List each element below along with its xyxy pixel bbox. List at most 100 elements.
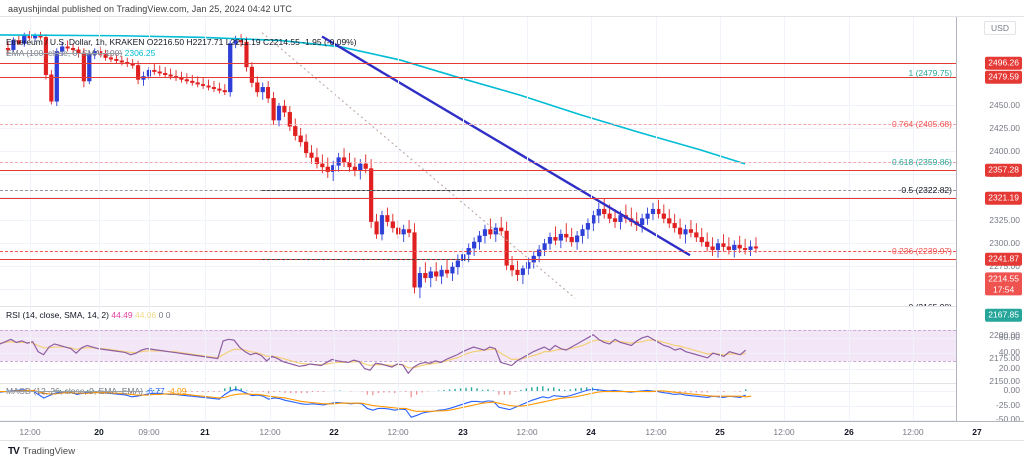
candle-body xyxy=(434,271,439,277)
candle-body xyxy=(515,269,520,275)
candle-body xyxy=(114,58,119,61)
candle-body xyxy=(163,73,168,76)
gridline-horizontal xyxy=(0,266,956,267)
tradingview-logo[interactable]: TV TradingView xyxy=(8,446,75,457)
candle-body xyxy=(591,215,596,224)
price-axis-unit: USD xyxy=(984,21,1016,35)
candle-body xyxy=(11,40,16,51)
rsi-pane[interactable]: RSI (14, close, SMA, 14, 2) 44.49 44.06 … xyxy=(0,306,956,383)
gridline-horizontal xyxy=(0,289,956,290)
gridline-vertical xyxy=(720,17,721,422)
candle-body xyxy=(645,213,650,219)
rsi-legend[interactable]: RSI (14, close, SMA, 14, 2) 44.49 44.06 … xyxy=(6,310,171,320)
candle-body xyxy=(732,244,737,250)
candle-body xyxy=(119,60,124,63)
candle-body xyxy=(564,233,569,238)
fib-line-0618 xyxy=(0,162,956,163)
candle-body xyxy=(190,80,195,83)
symbol-high: H2217.71 xyxy=(186,37,224,47)
candle-body xyxy=(705,241,710,247)
candle-body xyxy=(661,213,666,219)
fib-line-0764 xyxy=(0,124,956,125)
candle-body xyxy=(363,163,368,169)
macd-legend-name: MACD (12, 26, close, 9, EMA, EMA) xyxy=(6,386,143,396)
candle-body xyxy=(309,152,314,158)
candle-body xyxy=(314,157,320,165)
footer-bar: TV TradingView xyxy=(0,440,1024,461)
fib-label-3: 0.5 (2322.82) xyxy=(901,185,952,195)
gridline-vertical xyxy=(849,17,850,422)
candle-body xyxy=(271,98,276,121)
candle-body xyxy=(152,69,157,72)
symbol-legend[interactable]: Ethereum / U.S. Dollar, 1h, KRAKEN O2216… xyxy=(6,37,357,47)
gridline-vertical xyxy=(99,17,100,422)
time-label-8: 12:00 xyxy=(516,427,538,437)
rsi-tick-1: 40.00 xyxy=(998,347,1020,358)
symbol-close: C2214.55 xyxy=(262,37,300,47)
candle-body xyxy=(575,235,580,243)
time-label-14: 12:00 xyxy=(902,427,924,437)
resistance-line-2357 xyxy=(0,170,956,171)
candle-body xyxy=(699,237,704,243)
candle-body xyxy=(195,82,200,85)
chart-frame: 1 (2479.75) 0.764 (2405.68) 0.618 (2359.86… xyxy=(0,16,1024,424)
price-pane[interactable]: 1 (2479.75) 0.764 (2405.68) 0.618 (2359.86… xyxy=(0,17,956,306)
price-tick-0: 2450.00 xyxy=(989,100,1020,110)
candle-body xyxy=(70,48,76,51)
gridline-vertical xyxy=(784,17,785,422)
candle-body xyxy=(5,48,11,51)
gridline-vertical xyxy=(30,17,31,422)
candle-body xyxy=(320,163,325,168)
current-price-time: 17:54 xyxy=(992,284,1015,294)
candle-body xyxy=(472,241,477,249)
rsi-legend-value4: 0 xyxy=(165,310,171,320)
gridline-horizontal xyxy=(0,174,956,175)
gridline-horizontal xyxy=(0,243,956,244)
dashed-level-segment-1 xyxy=(262,259,470,260)
candle-body xyxy=(108,57,114,60)
time-label-6: 12:00 xyxy=(387,427,409,437)
price-level-badge-1: 2479.59 xyxy=(985,70,1022,84)
tradingview-wordmark: TradingView xyxy=(22,446,76,457)
candle-body xyxy=(683,229,688,235)
candle-body xyxy=(369,168,374,222)
price-axis[interactable]: USD 2450.002425.002400.002375.002350.002… xyxy=(956,17,1024,424)
candle-body xyxy=(87,54,92,82)
candle-body xyxy=(455,260,460,268)
candle-body xyxy=(417,272,423,288)
macd-legend[interactable]: MACD (12, 26, close, 9, EMA, EMA) -6.77 … xyxy=(6,386,186,396)
time-label-13: 26 xyxy=(844,427,854,437)
time-label-3: 21 xyxy=(200,427,210,437)
candle-body xyxy=(585,223,591,230)
candle-body xyxy=(640,218,645,225)
candle-body xyxy=(206,85,211,88)
candle-body xyxy=(401,229,406,235)
resistance-line-2496 xyxy=(0,63,956,64)
candle-body xyxy=(726,246,731,250)
candle-body xyxy=(228,43,233,93)
macd-gridline xyxy=(0,390,956,392)
gridline-horizontal xyxy=(0,197,956,198)
time-axis[interactable]: 12:00 20 09:00 21 12:00 22 12:00 23 12:00 24 12:00… xyxy=(0,421,1024,440)
gridline-vertical xyxy=(463,17,464,422)
gridline-vertical xyxy=(270,17,271,422)
time-label-1: 20 xyxy=(94,427,104,437)
macd-series-overlay xyxy=(0,386,752,418)
candle-body xyxy=(444,269,450,274)
symbol-low: L2211.19 xyxy=(225,37,261,47)
time-label-4: 12:00 xyxy=(259,427,281,437)
macd-pane[interactable]: MACD (12, 26, close, 9, EMA, EMA) -6.77 … xyxy=(0,383,956,422)
dotted-guide-trendline xyxy=(261,32,576,299)
candle-body xyxy=(526,262,531,269)
ema-legend[interactable]: EMA (100, close, 0, SMA, 100) 2306.25 xyxy=(6,48,155,58)
candle-body xyxy=(81,52,86,82)
plot-area[interactable]: 1 (2479.75) 0.764 (2405.68) 0.618 (2359.86… xyxy=(0,17,956,422)
candle-body xyxy=(715,243,721,250)
gridline-vertical xyxy=(205,17,206,422)
candle-body xyxy=(607,213,612,219)
rsi-threshold-30 xyxy=(0,360,956,362)
rsi-moving-average xyxy=(0,339,746,369)
fib-label-1: 0.764 (2405.68) xyxy=(891,119,952,129)
symbol-change: -1.95 xyxy=(302,37,322,47)
candle-body xyxy=(428,271,433,279)
